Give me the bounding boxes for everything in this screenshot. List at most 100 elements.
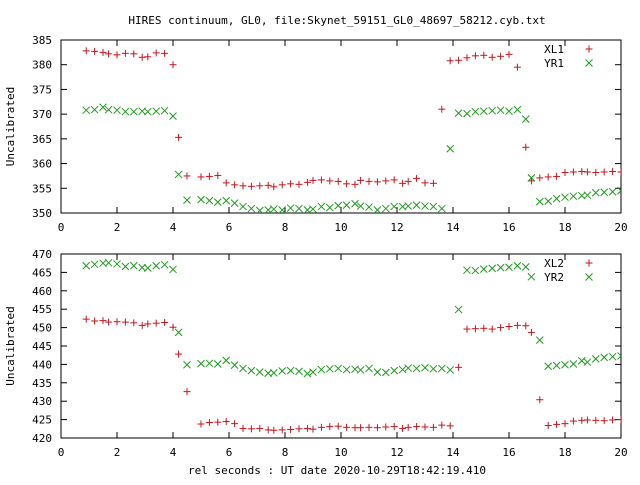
x-tick-label: 0	[58, 221, 65, 234]
data-point	[608, 187, 617, 196]
data-point	[561, 168, 569, 176]
data-point	[600, 168, 608, 176]
x-tick-label: 18	[558, 446, 571, 459]
data-point	[412, 364, 421, 373]
data-point	[471, 107, 480, 116]
legend-marker	[585, 259, 593, 267]
data-point	[351, 180, 359, 188]
data-point	[488, 325, 496, 333]
data-point	[325, 364, 334, 373]
data-point	[600, 417, 608, 425]
data-point	[463, 325, 471, 333]
data-point	[583, 168, 591, 176]
data-point	[357, 424, 365, 432]
data-point	[399, 424, 407, 432]
data-point	[295, 425, 303, 433]
data-point	[278, 181, 286, 189]
data-point	[130, 50, 138, 58]
data-point	[105, 50, 113, 58]
data-point	[351, 199, 359, 208]
data-point	[527, 328, 535, 336]
data-point	[577, 356, 586, 365]
y-tick-label: 350	[32, 207, 52, 220]
data-point	[325, 203, 334, 212]
data-point	[382, 177, 390, 185]
data-point	[278, 367, 287, 375]
data-point	[82, 47, 90, 55]
x-tick-label: 12	[390, 446, 403, 459]
data-point	[446, 144, 455, 153]
y-tick-label: 455	[32, 303, 52, 316]
data-point	[513, 261, 522, 270]
data-point	[544, 197, 553, 205]
data-point	[373, 206, 382, 213]
x-tick-label: 10	[334, 446, 347, 459]
data-point	[513, 105, 522, 114]
data-point	[169, 112, 177, 120]
data-point	[521, 263, 530, 271]
data-point	[552, 194, 561, 203]
y-tick-label: 365	[32, 133, 52, 146]
data-point	[496, 106, 505, 115]
data-point	[214, 171, 222, 179]
data-point	[231, 420, 239, 428]
data-point	[183, 388, 191, 396]
data-point	[104, 258, 113, 267]
data-point	[121, 262, 130, 271]
data-point	[342, 201, 351, 209]
data-point	[309, 176, 317, 184]
data-point	[390, 423, 398, 431]
data-point	[169, 61, 177, 69]
data-point	[617, 168, 621, 176]
data-point	[553, 420, 561, 428]
data-point	[213, 198, 222, 206]
x-tick-label: 12	[390, 221, 403, 234]
data-point	[455, 56, 463, 64]
data-point	[437, 204, 446, 213]
data-point	[161, 318, 169, 326]
data-point	[317, 365, 326, 374]
y-tick-label: 440	[32, 358, 52, 371]
data-point	[222, 196, 231, 205]
data-point	[527, 272, 536, 281]
data-point	[536, 174, 544, 182]
data-point	[609, 167, 617, 175]
data-point	[522, 143, 530, 151]
data-point	[455, 363, 463, 371]
data-point	[617, 186, 621, 195]
data-point	[544, 421, 552, 429]
data-point	[412, 201, 421, 209]
data-point	[438, 105, 446, 113]
bottom-panel: 420 425 430 435 440 445 450 455 460 465 470 0 2 4 6 8 10…	[4, 248, 628, 459]
data-point	[609, 416, 617, 424]
data-point	[373, 424, 381, 432]
data-point	[583, 358, 592, 367]
y-tick-label: 420	[32, 432, 52, 445]
data-point	[160, 260, 169, 269]
top-panel: 350 355 360 365 370 375 380 385 0 2 4 6 8 10 12 14 16 18 2…	[4, 34, 628, 234]
data-point	[317, 423, 325, 431]
data-point	[247, 204, 256, 213]
y-axis-label: Uncalibrated	[4, 87, 17, 166]
data-point	[404, 202, 413, 210]
data-point	[174, 328, 183, 337]
data-point	[390, 176, 398, 184]
data-point	[309, 205, 317, 213]
y-axis-label: Uncalibrated	[4, 306, 17, 385]
data-point	[429, 202, 438, 211]
data-point	[317, 176, 325, 184]
data-point	[129, 261, 138, 270]
data-point	[536, 396, 544, 404]
y-tick-label: 465	[32, 266, 52, 279]
data-point	[471, 52, 479, 60]
data-point	[152, 261, 161, 270]
plot-frame	[60, 39, 622, 214]
data-points	[82, 258, 621, 434]
data-point	[143, 107, 152, 116]
data-point	[121, 318, 129, 326]
x-axis-label: rel seconds : UT date 2020-10-29T18:42:1…	[188, 464, 486, 477]
data-point	[144, 53, 152, 61]
data-point	[129, 107, 138, 116]
